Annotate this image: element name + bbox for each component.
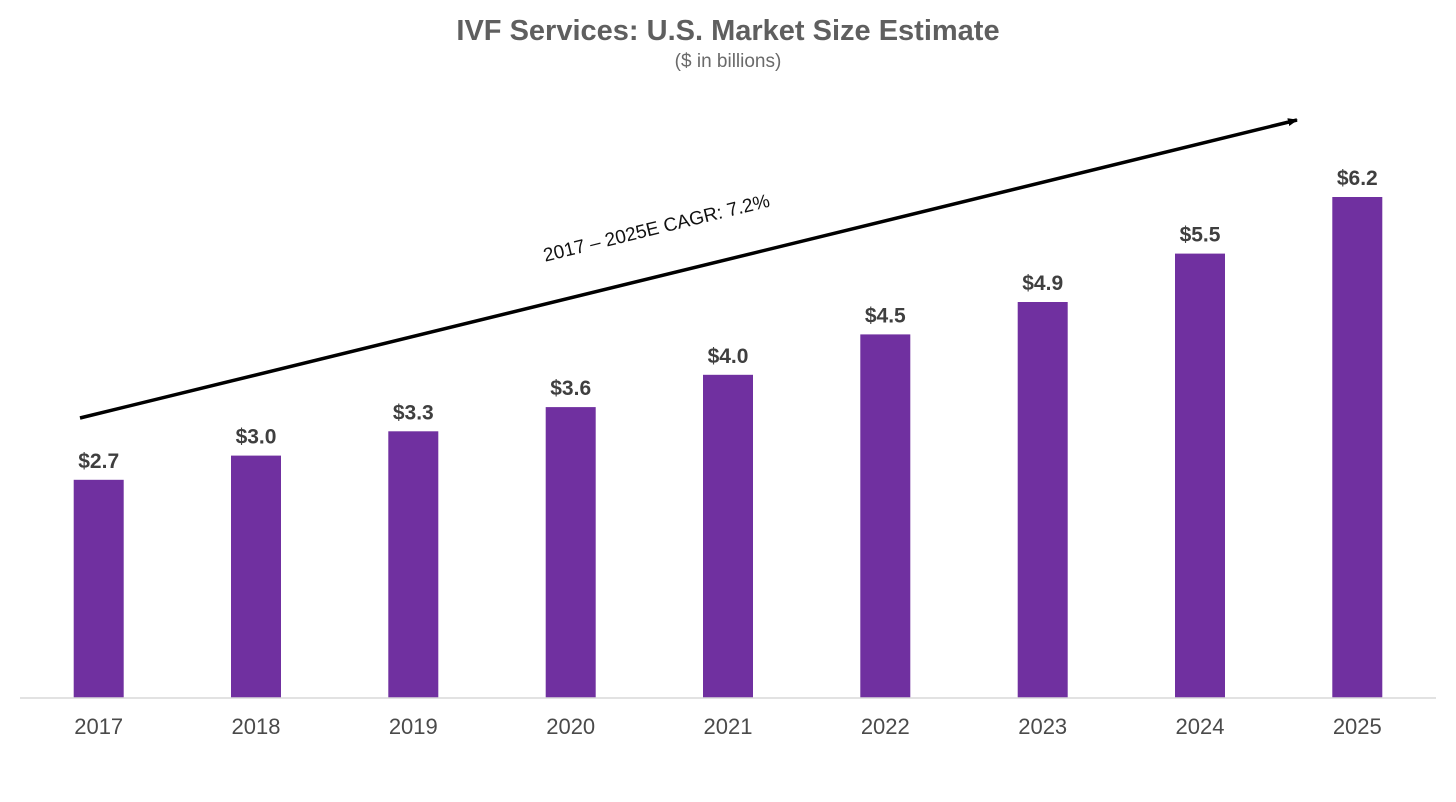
x-tick-label-2022: 2022 [861, 714, 910, 739]
x-axis-ticks: 2017 2018 2019 2020 2021 2022 2023 2024 2025 [74, 714, 1382, 739]
x-tick-label-2025: 2025 [1333, 714, 1382, 739]
data-label-2023: $4.9 [1022, 272, 1063, 295]
data-label-2022: $4.5 [865, 304, 906, 327]
bar-2021 [703, 374, 753, 698]
x-tick-label-2017: 2017 [74, 714, 123, 739]
bars-layer [73, 197, 1383, 698]
chart-title: IVF Services: U.S. Market Size Estimate [456, 15, 1000, 47]
bar-2020 [545, 407, 596, 698]
x-tick-label-2018: 2018 [232, 714, 281, 739]
labels-layer: $2.7 $3.0 $3.3 $3.6 $4.0 $4.5 $4.9 $5.5 $6.2 [78, 167, 1377, 473]
bar-2017 [73, 479, 124, 698]
x-tick-label-2019: 2019 [389, 714, 438, 739]
data-label-2020: $3.6 [550, 377, 591, 400]
data-label-2017: $2.7 [78, 450, 119, 473]
cagr-trend-arrow [79, 118, 1298, 420]
cagr-annotation: 2017 – 2025E CAGR: 7.2% [541, 191, 772, 267]
data-label-2018: $3.0 [236, 426, 277, 449]
x-tick-label-2020: 2020 [546, 714, 595, 739]
chart-header: IVF Services: U.S. Market Size Estimate … [0, 12, 1456, 74]
bar-2023 [1017, 302, 1068, 698]
bar-2025 [1332, 197, 1383, 698]
bar-2019 [388, 431, 439, 698]
x-tick-label-2023: 2023 [1018, 714, 1067, 739]
x-tick-label-2021: 2021 [704, 714, 753, 739]
bar-2022 [860, 334, 911, 698]
data-label-2025: $6.2 [1337, 167, 1378, 190]
bar-2024 [1175, 253, 1225, 698]
data-label-2019: $3.3 [393, 401, 434, 424]
x-tick-label-2024: 2024 [1176, 714, 1225, 739]
bar-2018 [231, 455, 281, 698]
data-label-2021: $4.0 [708, 345, 749, 368]
chart-subtitle: ($ in billions) [674, 51, 782, 72]
data-label-2024: $5.5 [1180, 224, 1221, 247]
